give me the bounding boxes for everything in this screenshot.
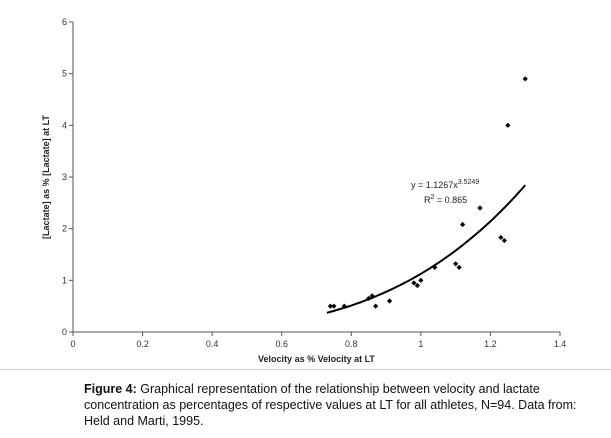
y-tick-label: 2: [62, 224, 67, 234]
data-point: [386, 298, 393, 304]
figure-caption: Figure 4: Graphical representation of th…: [84, 381, 604, 429]
x-tick-label: 1: [418, 339, 423, 349]
data-point: [411, 280, 417, 286]
data-point: [327, 303, 334, 309]
y-tick-label: 0: [62, 327, 67, 337]
y-axis-title: [Lactate] as % [Lactate] at LT: [41, 115, 51, 239]
data-point: [373, 303, 379, 309]
x-tick-label: 0.2: [136, 339, 149, 349]
r2-value: = 0.865: [434, 195, 467, 205]
x-tick-label: 0.6: [275, 339, 288, 349]
data-point: [341, 303, 347, 309]
data-point: [331, 303, 337, 309]
x-tick-label: 1.4: [554, 339, 567, 349]
scatter-chart: 0 0.2 0.4 0.6 0.8 1 1.2 1.4 0 1 2 3 4 5 6 y = 1.1267x3…: [41, 17, 566, 364]
y-tick-label: 3: [62, 172, 67, 182]
data-point: [477, 205, 483, 211]
data-point: [501, 237, 507, 244]
r2-prefix: R: [424, 195, 431, 205]
trendline-equation: y = 1.1267x3.5249: [411, 179, 479, 190]
r2-superscript: 2: [431, 194, 435, 201]
r-squared-label: R2 = 0.865: [424, 194, 467, 205]
caption-text: Graphical representation of the relation…: [84, 382, 577, 428]
data-points: [327, 76, 528, 309]
x-tick-label: 0: [70, 339, 75, 349]
trendline: [326, 184, 526, 314]
caption-label: Figure 4:: [84, 382, 137, 396]
data-point: [505, 122, 511, 128]
x-tick-label: 1.2: [484, 339, 497, 349]
chart-frame: 0 0.2 0.4 0.6 0.8 1 1.2 1.4 0 1 2 3 4 5 6 y = 1.1267x3…: [0, 17, 611, 370]
y-tick-label: 6: [62, 17, 67, 27]
x-tick-label: 0.8: [345, 339, 358, 349]
y-tick-label: 5: [62, 69, 67, 79]
data-point: [453, 261, 459, 267]
equation-prefix: y = 1.1267x: [411, 180, 458, 190]
axes: 0 0.2 0.4 0.6 0.8 1 1.2 1.4 0 1 2 3 4 5 6: [62, 17, 566, 349]
x-tick-label: 0.4: [206, 339, 219, 349]
data-point: [414, 282, 420, 289]
equation-exponent: 3.5249: [458, 179, 480, 186]
data-point: [369, 293, 375, 299]
data-point: [498, 234, 504, 241]
data-point: [456, 264, 462, 271]
x-axis-title: Velocity as % Velocity at LT: [258, 354, 375, 364]
data-point: [418, 277, 424, 283]
y-tick-label: 4: [62, 120, 67, 130]
data-point: [522, 76, 528, 82]
data-point: [460, 221, 466, 228]
y-tick-label: 1: [62, 275, 67, 285]
